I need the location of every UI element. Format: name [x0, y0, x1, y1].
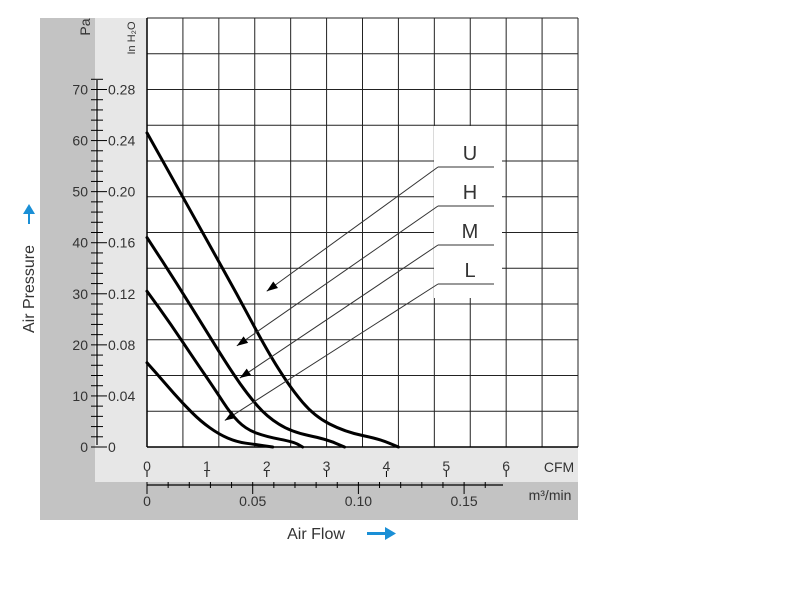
leader-line	[239, 244, 439, 379]
y-axis-ticks: 0 10 20 30 40 50 60 70 0 0.04 0.08 0.12 0.16 0.20 0.24…	[72, 78, 135, 455]
legend-label-u: U	[463, 143, 477, 165]
leader-line	[236, 205, 439, 347]
x-tick-label-cfm: 0	[143, 458, 151, 474]
y-tick-label-inh2o: 0.16	[108, 235, 135, 251]
y-tick-label-pa: 60	[72, 133, 88, 149]
leader-line	[266, 166, 439, 292]
y-tick-label-pa: 40	[72, 235, 88, 251]
y-tick-label-inh2o: 0.04	[108, 388, 135, 404]
x-tick-label-cfm: 1	[203, 458, 211, 474]
series-curves	[145, 131, 400, 449]
leader-line	[224, 283, 439, 421]
legend-label-h: H	[463, 182, 477, 204]
y-tick-label-inh2o: 0.20	[108, 184, 135, 200]
legend-box	[434, 126, 502, 298]
y-tick-label-inh2o: 0.28	[108, 82, 135, 98]
x-tick-label-m3min: 0.05	[239, 493, 266, 509]
leader-arrowhead	[224, 411, 237, 421]
y-tick-label-inh2o: 0.24	[108, 133, 135, 149]
x-unit-cfm: CFM	[544, 459, 574, 475]
x-axis-ticks: 0 1 2 3 4 5 6 0 0.05 0.10 0.15	[143, 458, 510, 509]
x-tick-label-cfm: 2	[263, 458, 271, 474]
x-tick-label-cfm: 4	[383, 458, 391, 474]
y-tick-label-pa: 50	[72, 184, 88, 200]
y-unit-pa: Pa	[77, 18, 93, 35]
y-tick-label-pa: 30	[72, 286, 88, 302]
y-axis-arrow-icon	[23, 204, 35, 224]
y-tick-label-pa: 20	[72, 337, 88, 353]
x-axis-arrow-icon	[367, 527, 396, 540]
y-tick-label-pa: 70	[72, 82, 88, 98]
y-axis-band	[95, 18, 147, 480]
y-tick-label-pa: 10	[72, 388, 88, 404]
y-tick-label-pa: 0	[80, 439, 88, 455]
curve-l	[145, 361, 275, 449]
y-tick-label-inh2o: 0.08	[108, 337, 135, 353]
x-axis-band	[95, 447, 578, 482]
leader-arrowhead	[266, 281, 278, 292]
x-tick-label-cfm: 6	[502, 458, 510, 474]
x-tick-label-m3min: 0.10	[345, 493, 372, 509]
y-tick-label-inh2o: 0	[108, 439, 116, 455]
x-axis-title: Air Flow	[287, 526, 345, 543]
x-tick-label-m3min: 0	[143, 493, 151, 509]
legend-label-l: L	[464, 260, 475, 282]
x-tick-label-m3min: 0.15	[450, 493, 477, 509]
x-unit-m3min: m³/min	[529, 487, 572, 503]
leader-arrowhead	[239, 368, 252, 379]
y-unit-inh2o: In H₂O	[126, 21, 138, 54]
legend-label-m: M	[462, 221, 479, 243]
leader-arrowhead	[236, 336, 249, 346]
x-tick-label-cfm: 5	[442, 458, 450, 474]
curve-u	[145, 131, 400, 449]
curve-h	[145, 236, 346, 449]
grid-lines	[146, 17, 579, 448]
y-axis-title: Air Pressure	[21, 245, 38, 333]
y-tick-label-inh2o: 0.12	[108, 286, 135, 302]
x-tick-label-cfm: 3	[323, 458, 331, 474]
